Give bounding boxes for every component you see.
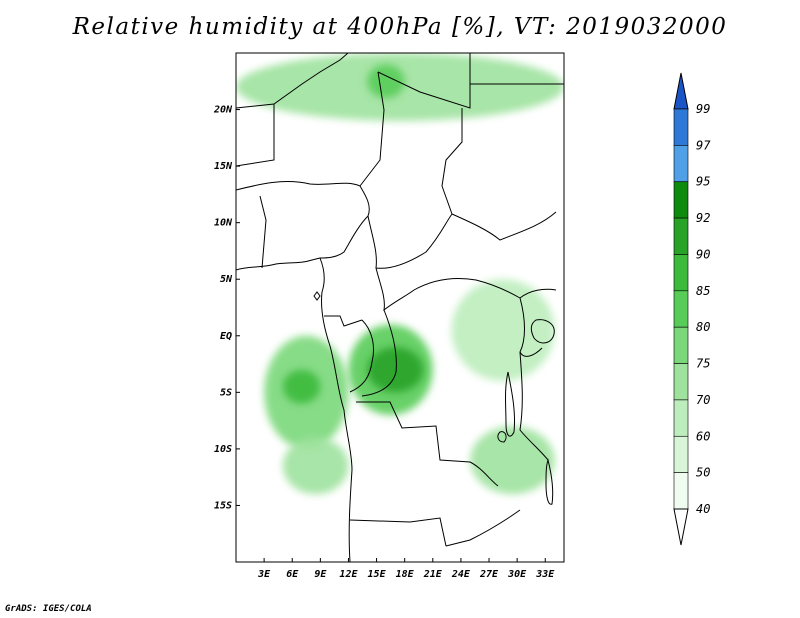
lake-victoria <box>530 319 555 344</box>
border-tanzania <box>519 351 549 461</box>
border-chad-niger <box>359 71 385 187</box>
lon-tick-label: 3E <box>257 569 271 580</box>
colorbar-bottom-arrow <box>673 508 689 546</box>
colorbar-segment <box>673 472 689 510</box>
humidity-region-congo-basin-core <box>282 369 321 404</box>
latitude-ticks: 20N 15N 10N 5N EQ 5S 10S 15S <box>213 105 240 511</box>
colorbar-label: 85 <box>696 284 710 298</box>
lake-malawi <box>545 458 554 505</box>
border-mali <box>236 104 275 167</box>
lon-tick-label: 30E <box>507 569 527 580</box>
humidity-field <box>236 53 564 495</box>
colorbar-segment <box>673 108 689 146</box>
border-niger-nigeria <box>236 181 361 191</box>
lat-tick-label: 10S <box>214 444 232 455</box>
lon-tick-label: 15E <box>368 569 387 580</box>
colorbar-segment <box>673 217 689 255</box>
colorbar-label: 80 <box>696 320 710 334</box>
humidity-region-east-africa <box>451 279 555 382</box>
border-ssudan-uganda <box>519 288 557 299</box>
colorbar-label: 90 <box>696 247 710 261</box>
colorbar-label: 40 <box>696 502 710 516</box>
lon-tick-label: 27E <box>479 569 499 580</box>
humidity-region-angola-south <box>282 437 349 495</box>
lon-tick-label: 9E <box>314 569 327 580</box>
colorbar-segment <box>673 145 689 183</box>
colorbar-label: 75 <box>696 357 710 371</box>
border-zambia <box>445 509 521 547</box>
grads-credit: GrADS: IGES/COLA <box>5 604 92 614</box>
colorbar-segment <box>673 399 689 437</box>
map-title: Relative humidity at 400hPa [%], VT: 201… <box>72 14 728 40</box>
lon-tick-label: 33E <box>535 569 555 580</box>
humidity-region-zambia-east <box>470 426 555 495</box>
border-sudan-chad <box>441 108 463 215</box>
border-drc-angola <box>356 401 499 487</box>
border-car-congo <box>375 267 521 312</box>
colorbar-segment <box>673 181 689 219</box>
colorbar-label: 70 <box>696 393 710 407</box>
border-gabon-congo <box>349 319 375 393</box>
colorbar-top-arrow <box>673 72 689 110</box>
colorbar-label: 95 <box>696 175 710 189</box>
lat-tick-label: 5N <box>220 274 233 285</box>
lat-tick-label: 10N <box>214 218 233 229</box>
lon-tick-label: 12E <box>339 569 358 580</box>
border-sudan-ssudan <box>451 211 557 241</box>
colorbar-legend: 99 97 95 92 90 85 80 75 70 60 50 40 <box>673 72 711 546</box>
longitude-ticks: 3E 6E 9E 12E 15E 18E 21E 24E 27E 30E 33E <box>257 558 555 580</box>
country-borders <box>236 53 564 562</box>
colorbar-segment <box>673 363 689 401</box>
lon-tick-label: 21E <box>423 569 443 580</box>
colorbar-segment <box>673 435 689 473</box>
humidity-region-northern-band-core <box>367 64 405 99</box>
border-benin <box>259 195 267 269</box>
coastline-west <box>236 257 353 562</box>
lat-tick-label: 15N <box>214 161 233 172</box>
colorbar-segment <box>673 254 689 292</box>
lat-tick-label: 15S <box>214 500 232 511</box>
colorbar-segment <box>673 290 689 328</box>
colorbar-segment <box>673 326 689 364</box>
lake-tanganyika <box>505 371 515 437</box>
lon-tick-label: 18E <box>396 569 415 580</box>
colorbar-label: 99 <box>696 102 710 116</box>
lon-tick-label: 24E <box>451 569 471 580</box>
border-nigeria-cameroon <box>319 185 370 259</box>
lat-tick-label: 20N <box>213 105 233 116</box>
lat-tick-label: 5S <box>220 387 232 398</box>
colorbar-label: 92 <box>696 211 710 225</box>
island-bioko <box>313 291 321 301</box>
border-congo-drc <box>361 309 397 397</box>
lake-mweru <box>497 431 507 443</box>
lon-tick-label: 6E <box>286 569 299 580</box>
colorbar-label: 50 <box>696 466 710 480</box>
humidity-region-congo-central-core <box>367 347 424 393</box>
lat-tick-label: EQ <box>220 331 232 342</box>
border-libya-chad <box>377 53 471 109</box>
border-chad-car <box>367 213 453 269</box>
colorbar-label: 60 <box>696 429 710 443</box>
border-cameroon-gabon <box>324 315 363 327</box>
map-frame <box>235 52 565 563</box>
border-sahara <box>236 53 349 109</box>
colorbar-label: 97 <box>696 138 711 152</box>
border-angola-namibia <box>349 517 447 547</box>
